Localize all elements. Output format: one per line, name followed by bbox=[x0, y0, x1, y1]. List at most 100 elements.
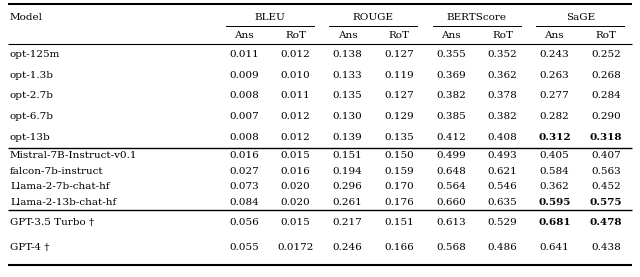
Text: 0.529: 0.529 bbox=[488, 218, 518, 227]
Text: 0.408: 0.408 bbox=[488, 133, 518, 142]
Text: 0.268: 0.268 bbox=[591, 71, 621, 80]
Text: 0.385: 0.385 bbox=[436, 112, 466, 121]
Text: 0.369: 0.369 bbox=[436, 71, 466, 80]
Text: 0.217: 0.217 bbox=[333, 218, 362, 227]
Text: 0.405: 0.405 bbox=[540, 151, 569, 160]
Text: 0.008: 0.008 bbox=[229, 133, 259, 142]
Text: Ans: Ans bbox=[441, 32, 461, 40]
Text: 0.355: 0.355 bbox=[436, 50, 466, 59]
Text: 0.130: 0.130 bbox=[333, 112, 362, 121]
Text: 0.318: 0.318 bbox=[590, 133, 622, 142]
Text: 0.056: 0.056 bbox=[229, 218, 259, 227]
Text: 0.055: 0.055 bbox=[229, 243, 259, 252]
Text: 0.382: 0.382 bbox=[488, 112, 518, 121]
Text: 0.015: 0.015 bbox=[281, 218, 310, 227]
Text: 0.290: 0.290 bbox=[591, 112, 621, 121]
Text: 0.011: 0.011 bbox=[229, 50, 259, 59]
Text: 0.352: 0.352 bbox=[488, 50, 518, 59]
Text: opt-2.7b: opt-2.7b bbox=[10, 91, 54, 101]
Text: 0.073: 0.073 bbox=[229, 182, 259, 191]
Text: 0.378: 0.378 bbox=[488, 91, 518, 101]
Text: 0.011: 0.011 bbox=[281, 91, 310, 101]
Text: 0.009: 0.009 bbox=[229, 71, 259, 80]
Text: 0.159: 0.159 bbox=[384, 167, 414, 176]
Text: GPT-3.5 Turbo †: GPT-3.5 Turbo † bbox=[10, 218, 94, 227]
Text: 0.296: 0.296 bbox=[333, 182, 362, 191]
Text: 0.563: 0.563 bbox=[591, 167, 621, 176]
Text: 0.546: 0.546 bbox=[488, 182, 518, 191]
Text: 0.362: 0.362 bbox=[540, 182, 569, 191]
Text: 0.027: 0.027 bbox=[229, 167, 259, 176]
Text: 0.284: 0.284 bbox=[591, 91, 621, 101]
Text: 0.135: 0.135 bbox=[384, 133, 414, 142]
Text: 0.170: 0.170 bbox=[384, 182, 414, 191]
Text: 0.263: 0.263 bbox=[540, 71, 569, 80]
Text: 0.621: 0.621 bbox=[488, 167, 518, 176]
Text: 0.584: 0.584 bbox=[540, 167, 569, 176]
Text: GPT-4 †: GPT-4 † bbox=[10, 243, 49, 252]
Text: BERTScore: BERTScore bbox=[447, 14, 507, 22]
Text: RoT: RoT bbox=[596, 32, 616, 40]
Text: Ans: Ans bbox=[234, 32, 253, 40]
Text: 0.139: 0.139 bbox=[333, 133, 362, 142]
Text: BLEU: BLEU bbox=[254, 14, 285, 22]
Text: 0.084: 0.084 bbox=[229, 198, 259, 207]
Text: 0.016: 0.016 bbox=[229, 151, 259, 160]
Text: Llama-2-13b-chat-hf: Llama-2-13b-chat-hf bbox=[10, 198, 116, 207]
Text: 0.010: 0.010 bbox=[281, 71, 310, 80]
Text: Ans: Ans bbox=[337, 32, 357, 40]
Text: 0.007: 0.007 bbox=[229, 112, 259, 121]
Text: 0.020: 0.020 bbox=[281, 182, 310, 191]
Text: 0.129: 0.129 bbox=[384, 112, 414, 121]
Text: 0.150: 0.150 bbox=[384, 151, 414, 160]
Text: 0.595: 0.595 bbox=[538, 198, 571, 207]
Text: opt-125m: opt-125m bbox=[10, 50, 60, 59]
Text: RoT: RoT bbox=[492, 32, 513, 40]
Text: 0.012: 0.012 bbox=[281, 112, 310, 121]
Text: 0.486: 0.486 bbox=[488, 243, 518, 252]
Text: 0.151: 0.151 bbox=[333, 151, 362, 160]
Text: 0.613: 0.613 bbox=[436, 218, 466, 227]
Text: 0.127: 0.127 bbox=[384, 91, 414, 101]
Text: 0.166: 0.166 bbox=[384, 243, 414, 252]
Text: 0.016: 0.016 bbox=[281, 167, 310, 176]
Text: 0.362: 0.362 bbox=[488, 71, 518, 80]
Text: Model: Model bbox=[10, 14, 43, 22]
Text: 0.568: 0.568 bbox=[436, 243, 466, 252]
Text: 0.277: 0.277 bbox=[540, 91, 569, 101]
Text: 0.660: 0.660 bbox=[436, 198, 466, 207]
Text: 0.008: 0.008 bbox=[229, 91, 259, 101]
Text: SaGE: SaGE bbox=[566, 14, 595, 22]
Text: 0.478: 0.478 bbox=[590, 218, 622, 227]
Text: 0.133: 0.133 bbox=[333, 71, 362, 80]
Text: ROUGE: ROUGE bbox=[353, 14, 394, 22]
Text: 0.575: 0.575 bbox=[590, 198, 622, 207]
Text: RoT: RoT bbox=[388, 32, 410, 40]
Text: 0.243: 0.243 bbox=[540, 50, 569, 59]
Text: Mistral-7B-Instruct-v0.1: Mistral-7B-Instruct-v0.1 bbox=[10, 151, 138, 160]
Text: 0.194: 0.194 bbox=[333, 167, 362, 176]
Text: 0.138: 0.138 bbox=[333, 50, 362, 59]
Text: opt-6.7b: opt-6.7b bbox=[10, 112, 54, 121]
Text: 0.438: 0.438 bbox=[591, 243, 621, 252]
Text: 0.382: 0.382 bbox=[436, 91, 466, 101]
Text: 0.564: 0.564 bbox=[436, 182, 466, 191]
Text: 0.648: 0.648 bbox=[436, 167, 466, 176]
Text: 0.282: 0.282 bbox=[540, 112, 569, 121]
Text: 0.176: 0.176 bbox=[384, 198, 414, 207]
Text: 0.252: 0.252 bbox=[591, 50, 621, 59]
Text: 0.493: 0.493 bbox=[488, 151, 518, 160]
Text: 0.412: 0.412 bbox=[436, 133, 466, 142]
Text: opt-13b: opt-13b bbox=[10, 133, 51, 142]
Text: 0.452: 0.452 bbox=[591, 182, 621, 191]
Text: 0.012: 0.012 bbox=[281, 133, 310, 142]
Text: 0.015: 0.015 bbox=[281, 151, 310, 160]
Text: 0.012: 0.012 bbox=[281, 50, 310, 59]
Text: 0.312: 0.312 bbox=[538, 133, 571, 142]
Text: 0.635: 0.635 bbox=[488, 198, 518, 207]
Text: falcon-7b-instruct: falcon-7b-instruct bbox=[10, 167, 104, 176]
Text: RoT: RoT bbox=[285, 32, 306, 40]
Text: 0.135: 0.135 bbox=[333, 91, 362, 101]
Text: 0.641: 0.641 bbox=[540, 243, 569, 252]
Text: Llama-2-7b-chat-hf: Llama-2-7b-chat-hf bbox=[10, 182, 109, 191]
